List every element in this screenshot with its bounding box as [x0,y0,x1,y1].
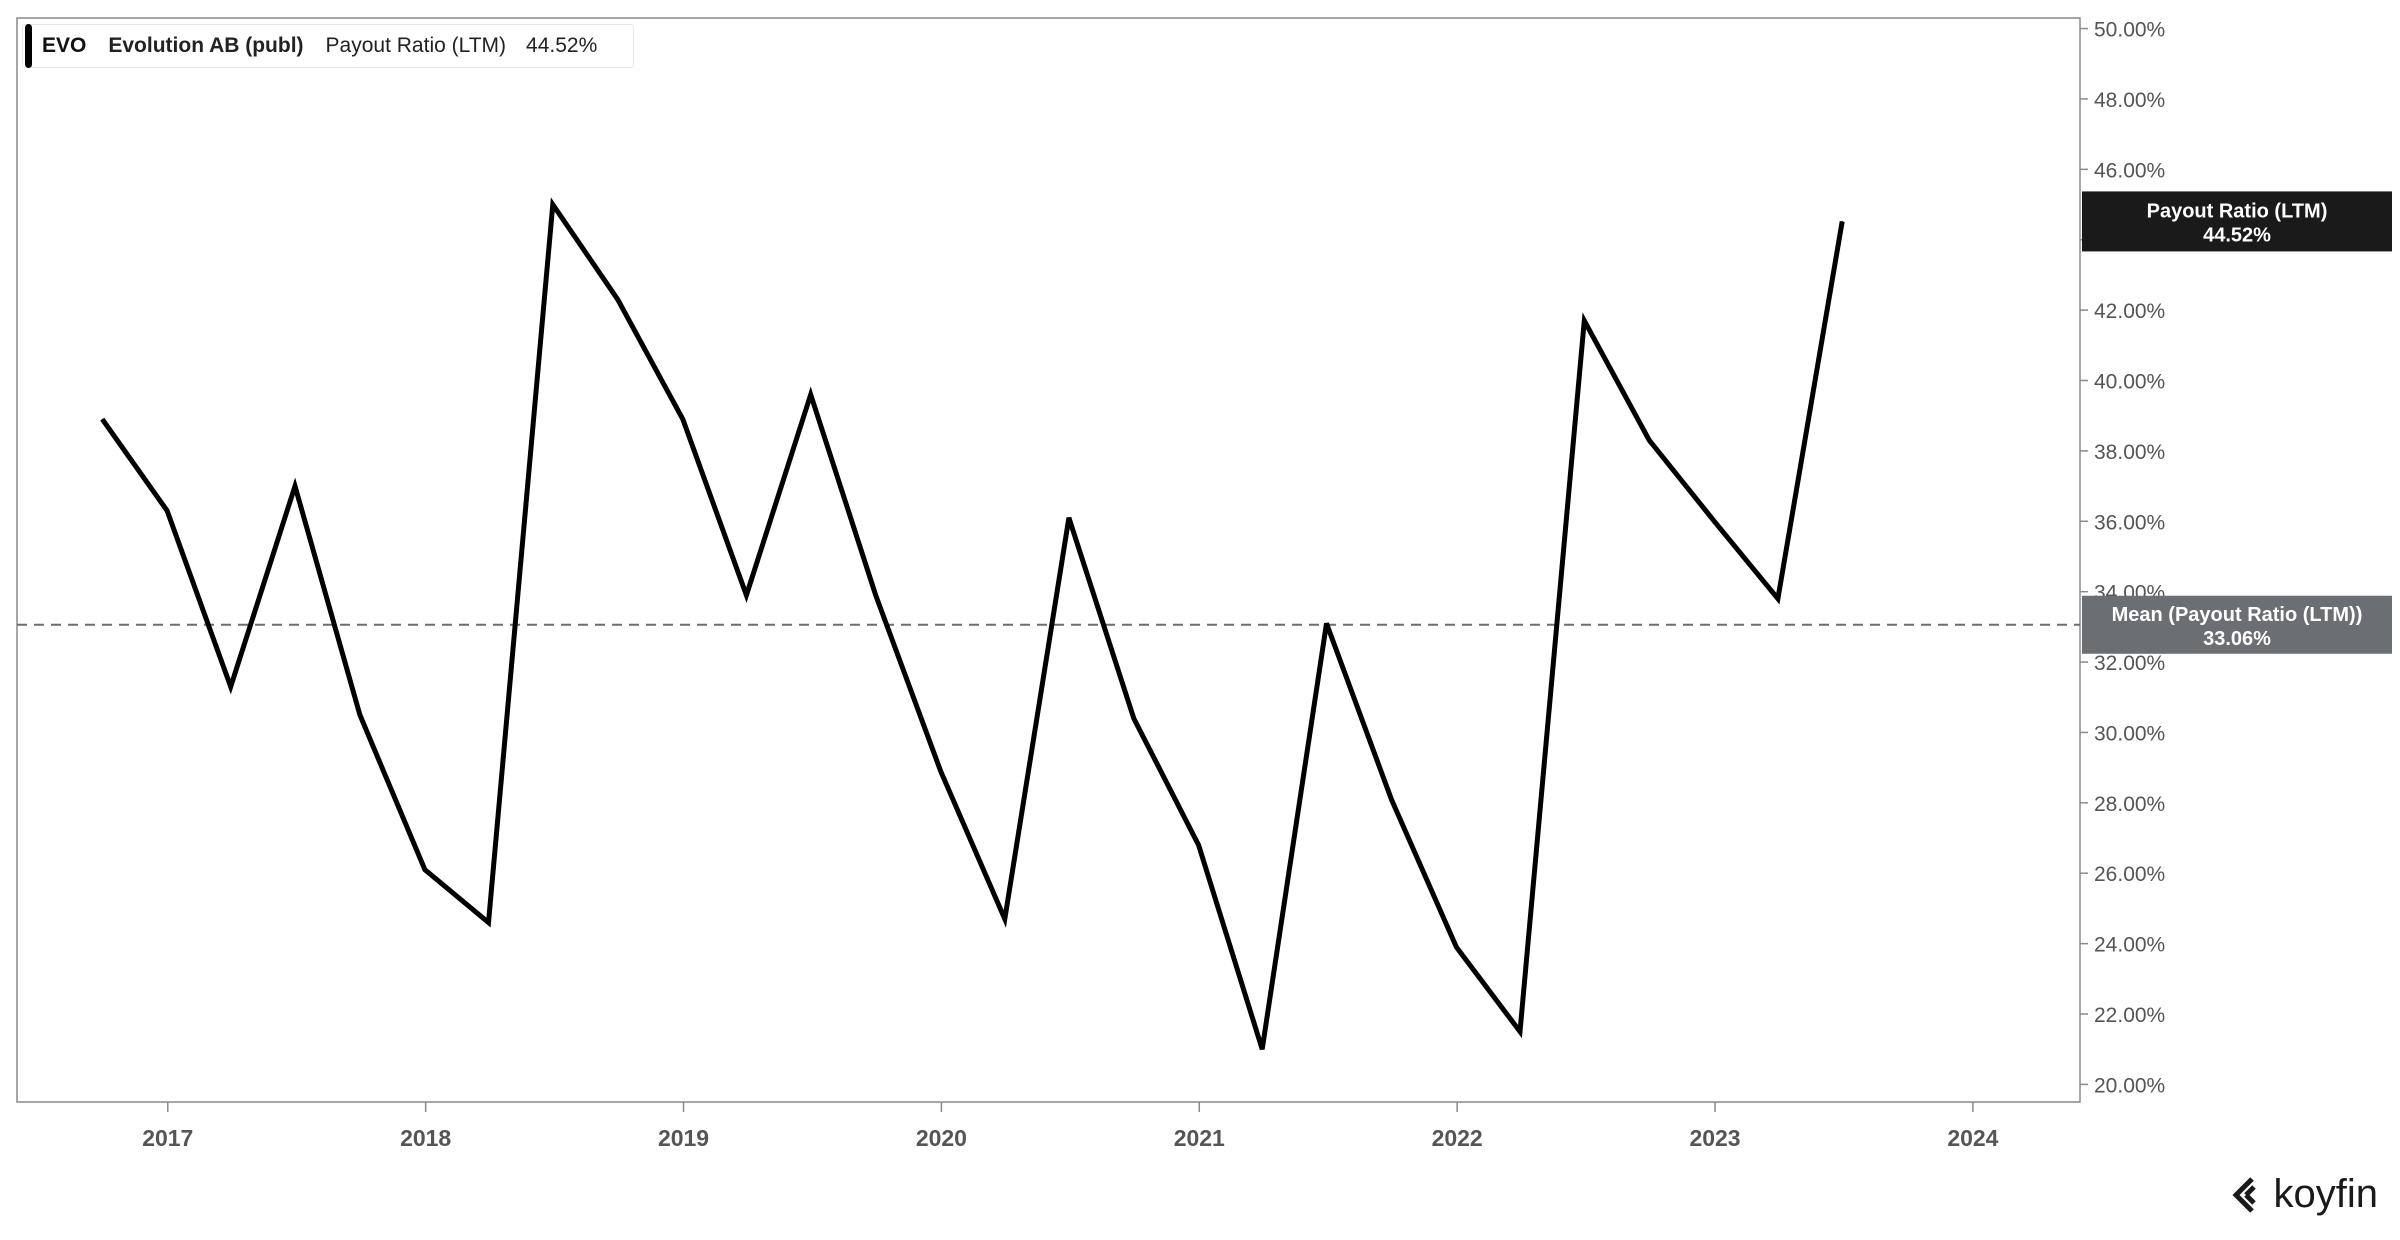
data-point [101,418,103,420]
data-point [1777,598,1779,600]
data-point [359,714,361,716]
data-point [1455,946,1457,948]
legend-company-name: Evolution AB (publ) [108,34,304,57]
data-point [1325,622,1327,624]
data-point [745,594,747,596]
data-point [230,686,232,688]
data-point [875,594,877,596]
x-tick-label: 2021 [1174,1125,1225,1151]
y-tick-label: 20.00% [2094,1074,2165,1097]
y-tick-label: 46.00% [2094,159,2165,182]
y-tick-label: 30.00% [2094,722,2165,745]
plot-area-border [16,17,2081,1103]
legend-series-swatch [25,24,32,68]
x-tick-label: 2019 [658,1125,709,1151]
chart-legend: EVO Evolution AB (publ) Payout Ratio (LT… [22,24,634,68]
last-tag-background [2082,191,2392,252]
data-point [617,299,619,301]
y-tick-label: 38.00% [2094,441,2165,464]
last-tag-label: Payout Ratio (LTM) [2147,200,2328,222]
data-point [1648,439,1650,441]
mean-tag-background [2082,595,2392,654]
data-point [1583,320,1585,322]
x-tick-label: 2022 [1432,1125,1483,1151]
data-point [424,869,426,871]
data-point [1198,844,1200,846]
y-tick-label: 40.00% [2094,371,2165,394]
data-point [294,485,296,487]
data-point [1390,798,1392,800]
data-point [488,922,490,924]
payout-ratio-series-line [100,197,1845,1050]
y-tick-label: 26.00% [2094,863,2165,886]
x-tick-label: 2020 [916,1125,967,1151]
y-tick-label: 50.00% [2094,19,2165,42]
y-tick-label: 32.00% [2094,652,2165,675]
x-tick-label: 2023 [1689,1125,1740,1151]
data-point [1068,517,1070,519]
mean-tag-value: 33.06% [2203,628,2271,650]
y-tick-label: 22.00% [2094,1004,2165,1027]
koyfin-logo-icon [2231,1176,2256,1213]
data-point [166,510,168,512]
data-point [552,204,554,206]
legend-metric-value: 44.52% [526,34,598,57]
y-tick-label: 42.00% [2094,300,2165,323]
last-tag-value: 44.52% [2203,224,2271,246]
legend-metric-name: Payout Ratio (LTM) [325,34,507,57]
data-point [1004,918,1006,920]
data-point [1713,520,1715,522]
data-point [1133,717,1135,719]
koyfin-logo[interactable]: koyfin [2230,1172,2379,1217]
legend-ticker: EVO [42,34,87,57]
data-point [1841,220,1843,222]
x-tick-label: 2018 [400,1125,451,1151]
x-tick-label: 2024 [1947,1125,1998,1151]
mean-value-tag: Mean (Payout Ratio (LTM))33.06% [2082,595,2392,654]
data-point [1261,1048,1263,1050]
y-tick-label: 36.00% [2094,511,2165,534]
y-tick-label: 24.00% [2094,934,2165,957]
last-value-tag: Payout Ratio (LTM)44.52% [2082,191,2392,252]
mean-tag-label: Mean (Payout Ratio (LTM)) [2112,604,2363,626]
koyfin-logo-text: koyfin [2273,1172,2379,1216]
y-tick-label: 48.00% [2094,89,2165,112]
data-point [940,770,942,772]
data-point [1519,1031,1521,1033]
y-tick-label: 28.00% [2094,793,2165,816]
data-point [682,418,684,420]
data-point [810,394,812,396]
x-tick-label: 2017 [142,1125,193,1151]
